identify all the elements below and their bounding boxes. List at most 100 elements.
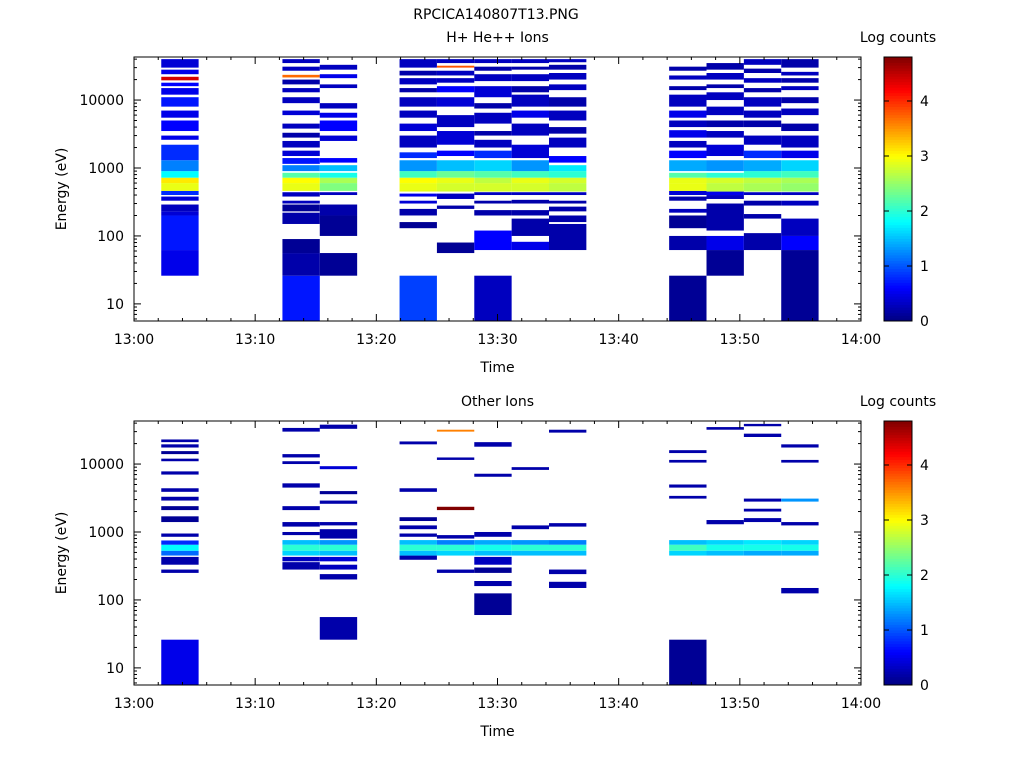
colorbar-tick-label: 1	[920, 623, 929, 639]
heatmap-cell	[161, 196, 199, 201]
heatmap-cell	[511, 241, 549, 251]
heatmap-cell	[282, 110, 320, 116]
heatmap-cell	[669, 550, 707, 556]
colorbar-swatch	[884, 621, 912, 625]
heatmap-cell	[706, 106, 744, 116]
colorbar-swatch	[884, 131, 912, 135]
heatmap-cell	[282, 172, 320, 178]
colorbar-swatch	[884, 495, 912, 499]
colorbar-swatch	[884, 597, 912, 601]
heatmap-cell	[781, 550, 819, 556]
colorbar-swatch	[884, 238, 912, 242]
heatmap-cell	[474, 139, 512, 148]
heatmap-cell	[319, 172, 358, 178]
heatmap-cell	[549, 177, 587, 184]
heatmap-cell	[474, 171, 512, 178]
heatmap-cell	[436, 205, 475, 209]
heatmap-cell	[549, 137, 587, 148]
colorbar-swatch	[884, 553, 912, 557]
heatmap-cell	[781, 544, 819, 551]
heatmap-cell	[399, 123, 437, 132]
colorbar-swatch	[884, 277, 912, 281]
heatmap-cell	[161, 211, 199, 216]
heatmap-cell	[319, 564, 358, 570]
heatmap-cell	[282, 550, 320, 556]
heatmap-cell	[319, 204, 358, 216]
colorbar-swatch	[884, 605, 912, 609]
heatmap-cell	[669, 235, 707, 251]
heatmap-cell	[161, 544, 199, 551]
heatmap-cell	[161, 97, 199, 107]
colorbar-swatch	[884, 583, 912, 587]
heatmap-cell	[282, 132, 320, 138]
heatmap-cell	[743, 200, 782, 206]
heatmap-cell	[669, 495, 707, 499]
colorbar-swatch	[884, 191, 912, 195]
colorbar-swatch	[884, 630, 912, 634]
colorbar-swatch	[884, 200, 912, 204]
heatmap-cell	[669, 215, 707, 229]
heatmap-cell	[399, 183, 437, 192]
heatmap-cell	[549, 84, 587, 91]
colorbar-swatch	[884, 304, 912, 308]
colorbar-tick-label: 1	[920, 259, 929, 275]
heatmap-cell	[161, 533, 199, 537]
heatmap-cell	[161, 451, 199, 455]
heatmap-cell	[781, 218, 819, 236]
heatmap-cell	[161, 569, 199, 573]
colorbar-swatch	[884, 467, 912, 471]
heatmap-cell	[511, 59, 549, 64]
heatmap-cell	[319, 522, 358, 526]
colorbar-swatch	[884, 301, 912, 305]
heatmap-cell	[474, 550, 512, 556]
heatmap-cell	[399, 135, 437, 148]
heatmap-cell	[549, 569, 587, 575]
heatmap-cell	[743, 171, 782, 178]
colorbar-swatch	[884, 481, 912, 485]
heatmap-cell	[282, 253, 320, 276]
colorbar-swatch	[884, 186, 912, 190]
heatmap-cell	[511, 94, 549, 107]
x-tick-label: 13:00	[114, 332, 154, 348]
colorbar-tick-label: 2	[920, 204, 929, 220]
x-tick-label: 13:00	[114, 696, 154, 712]
colorbar-swatch	[884, 216, 912, 220]
heatmap-cell	[706, 177, 744, 184]
colorbar-frame	[883, 420, 913, 686]
heatmap-cell	[474, 103, 512, 109]
heatmap-cell	[781, 540, 819, 545]
colorbar-swatch	[884, 145, 912, 149]
heatmap-cell	[399, 208, 437, 216]
colorbar-swatch	[884, 657, 912, 661]
colorbar-swatch	[884, 136, 912, 140]
heatmap-cell	[669, 120, 707, 128]
heatmap-cell	[474, 200, 512, 204]
heatmap-cell	[399, 200, 437, 204]
heatmap-cell	[161, 250, 199, 276]
heatmap-cell	[743, 540, 782, 545]
colorbar-swatch	[884, 87, 912, 91]
colorbar-swatch	[884, 211, 912, 215]
heatmap-cell	[319, 500, 358, 504]
colorbar-tick-label: 2	[920, 568, 929, 584]
heatmap-cell	[511, 218, 549, 236]
heatmap-cell	[511, 467, 549, 470]
heatmap-cell	[399, 152, 437, 159]
colorbar-swatch	[884, 478, 912, 482]
colorbar-swatch	[884, 293, 912, 297]
heatmap-cells	[161, 423, 819, 685]
heatmap-cell	[282, 204, 320, 212]
heatmap-cell	[161, 110, 199, 118]
heatmap-cell	[319, 112, 358, 118]
colorbar-swatch	[884, 520, 912, 524]
heatmap-cell	[282, 427, 320, 432]
heatmap-cell	[669, 75, 707, 80]
colorbar-swatch	[884, 440, 912, 444]
heatmap-cell	[474, 540, 512, 545]
heatmap-cell	[781, 444, 819, 448]
heatmap-cell	[743, 135, 782, 145]
colorbar-swatch	[884, 84, 912, 88]
colorbar-swatch	[884, 125, 912, 129]
heatmap-cell	[781, 78, 819, 83]
heatmap-cell	[669, 544, 707, 551]
